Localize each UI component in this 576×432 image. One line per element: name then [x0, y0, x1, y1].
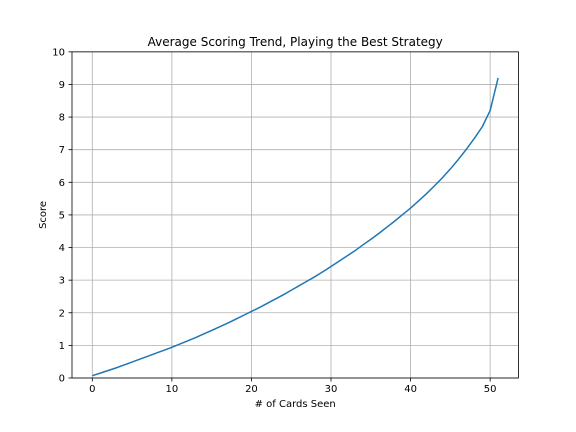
y-tick-label: 7 — [59, 145, 65, 156]
y-tick-label: 8 — [59, 113, 65, 124]
y-tick-label: 9 — [59, 80, 65, 91]
y-tick-label: 10 — [52, 47, 65, 58]
y-tick-label: 1 — [59, 341, 65, 352]
x-tick-label: 10 — [165, 384, 178, 395]
series-layer — [92, 77, 499, 377]
y-tick-label: 2 — [59, 308, 65, 319]
y-tick-label: 0 — [59, 374, 65, 385]
x-tick-label: 50 — [484, 384, 497, 395]
y-tick-label: 3 — [59, 276, 65, 287]
x-axis-label: # of Cards Seen — [255, 399, 336, 410]
x-tick-label: 0 — [89, 384, 95, 395]
y-tick-label: 6 — [59, 178, 65, 189]
chart-title: Average Scoring Trend, Playing the Best … — [148, 35, 443, 49]
x-tick-label: 40 — [404, 384, 417, 395]
x-tick-label: 30 — [325, 384, 338, 395]
y-tick-label: 4 — [59, 243, 65, 254]
y-axis-label: Score — [38, 201, 49, 229]
axis-ticks: 0 10 20 30 40 50 0 1 2 3 4 5 6 7 8 9 10 — [52, 47, 496, 395]
series-line — [92, 77, 499, 377]
y-tick-label: 5 — [59, 210, 65, 221]
x-tick-label: 20 — [245, 384, 258, 395]
